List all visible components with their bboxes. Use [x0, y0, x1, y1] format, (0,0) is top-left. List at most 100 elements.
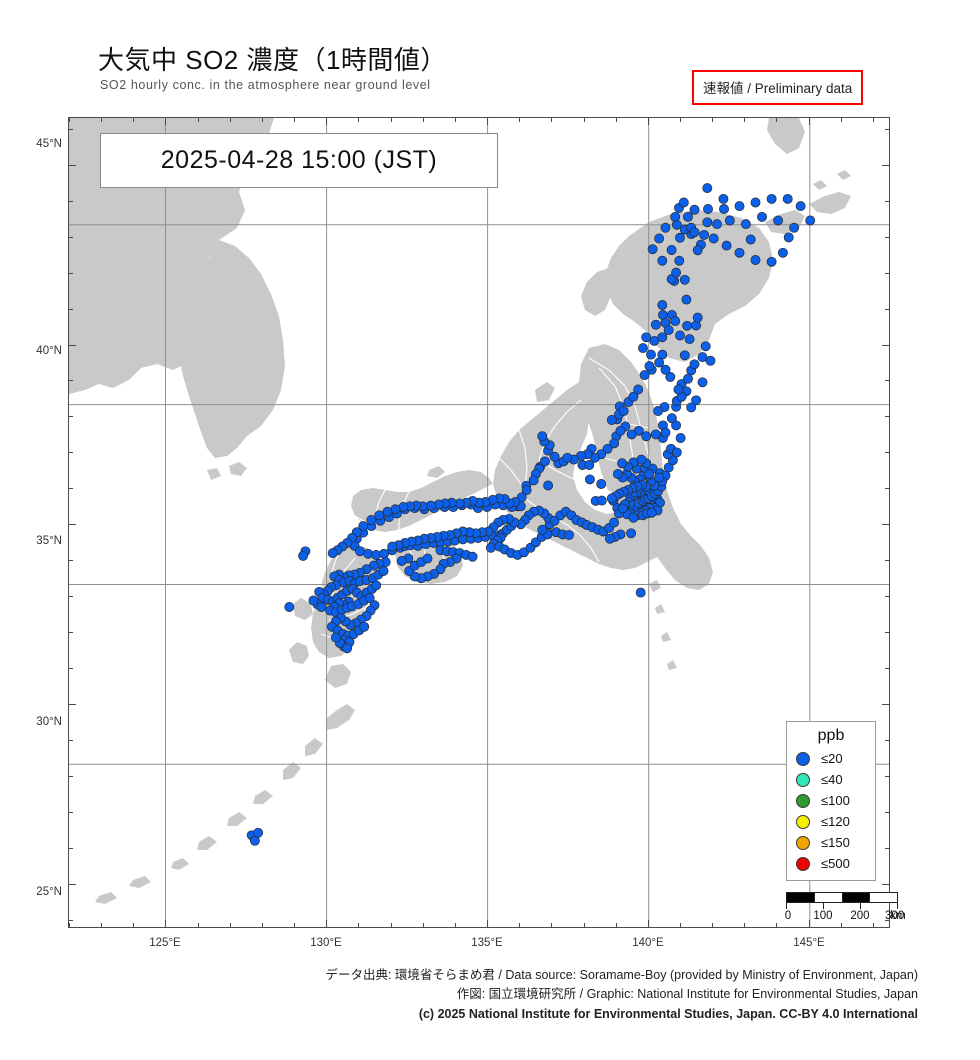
timestamp-box: 2025-04-28 15:00 (JST) [100, 133, 498, 188]
axis-tick [422, 118, 424, 122]
station-marker [670, 316, 681, 327]
axis-tick [885, 272, 889, 274]
station-marker [734, 247, 745, 258]
axis-tick [69, 668, 73, 670]
axis-tick [133, 923, 135, 927]
station-marker-layer [246, 183, 816, 846]
station-marker [674, 255, 685, 266]
legend-item: ≤500 [787, 853, 875, 874]
legend-item: ≤150 [787, 832, 875, 853]
station-marker [757, 211, 767, 222]
station-marker [298, 550, 309, 561]
axis-tick [261, 118, 263, 122]
axis-tick [583, 118, 585, 122]
station-marker [660, 427, 671, 438]
station-marker [539, 456, 550, 467]
station-marker [618, 406, 629, 416]
axis-tick [69, 775, 73, 777]
station-marker [633, 384, 644, 395]
station-marker [628, 512, 639, 523]
axis-tick [165, 920, 167, 927]
axis-tick [647, 920, 649, 927]
axis-tick [69, 200, 73, 202]
axis-tick [69, 847, 73, 849]
station-marker [626, 528, 637, 539]
station-marker [681, 294, 692, 305]
station-marker [678, 197, 689, 208]
station-marker [609, 517, 620, 528]
station-marker [602, 443, 613, 454]
station-marker [766, 193, 777, 204]
axis-tick [519, 118, 521, 122]
axis-tick [885, 632, 889, 634]
station-marker [654, 233, 665, 244]
scale-bar: 0 100 200 300 km [784, 892, 906, 926]
station-marker [612, 469, 623, 479]
station-marker [253, 827, 264, 838]
axis-tick [69, 811, 73, 813]
station-marker [537, 524, 548, 535]
axis-tick [229, 118, 231, 122]
scale-label-300: 300 [885, 910, 905, 922]
axis-tick [885, 811, 889, 813]
axis-tick [872, 118, 874, 122]
station-marker [708, 233, 719, 244]
station-marker [584, 474, 595, 485]
station-marker [718, 193, 729, 204]
scale-unit-label: km [890, 910, 906, 922]
station-marker [750, 255, 761, 265]
station-marker [378, 566, 389, 576]
axis-tick [294, 923, 296, 927]
x-tick-125e: 125°E [149, 937, 181, 949]
station-marker [703, 204, 713, 214]
axis-tick [744, 118, 746, 122]
axis-tick [615, 923, 617, 927]
axis-tick [197, 923, 199, 927]
axis-tick [885, 308, 889, 310]
axis-tick [882, 883, 889, 885]
axis-tick [744, 923, 746, 927]
axis-tick [422, 923, 424, 927]
axis-tick [326, 118, 328, 125]
legend-swatch [796, 835, 810, 850]
axis-tick [885, 236, 889, 238]
station-marker [660, 364, 671, 375]
scale-label-0: 0 [784, 910, 792, 922]
station-marker [543, 480, 554, 491]
axis-tick [882, 704, 889, 706]
station-marker [562, 452, 573, 463]
station-marker [750, 197, 761, 208]
station-marker [697, 377, 708, 388]
station-marker [657, 300, 668, 310]
axis-tick [69, 740, 73, 742]
axis-tick [454, 923, 456, 927]
station-marker [596, 495, 607, 506]
axis-tick [551, 923, 553, 927]
axis-tick [69, 452, 73, 454]
axis-tick [358, 923, 360, 927]
legend-label: ≤120 [821, 814, 850, 829]
station-marker [740, 219, 751, 230]
station-marker [697, 352, 708, 363]
legend-swatch [796, 793, 810, 808]
axis-tick [583, 923, 585, 927]
station-marker [657, 332, 668, 343]
axis-tick [390, 923, 392, 927]
axis-tick [69, 344, 76, 346]
station-marker [654, 472, 665, 483]
axis-tick [69, 488, 73, 490]
axis-tick [885, 847, 889, 849]
axis-tick [885, 452, 889, 454]
station-marker [647, 244, 658, 255]
x-tick-140e: 140°E [632, 937, 664, 949]
station-marker [371, 580, 382, 591]
station-marker [666, 245, 677, 255]
station-marker [617, 458, 628, 469]
station-marker [653, 406, 664, 416]
axis-tick [840, 923, 842, 927]
station-marker [719, 204, 729, 214]
scale-label-200: 200 [850, 910, 870, 922]
axis-tick [69, 560, 73, 562]
axis-tick [101, 118, 103, 122]
station-marker [805, 215, 816, 226]
